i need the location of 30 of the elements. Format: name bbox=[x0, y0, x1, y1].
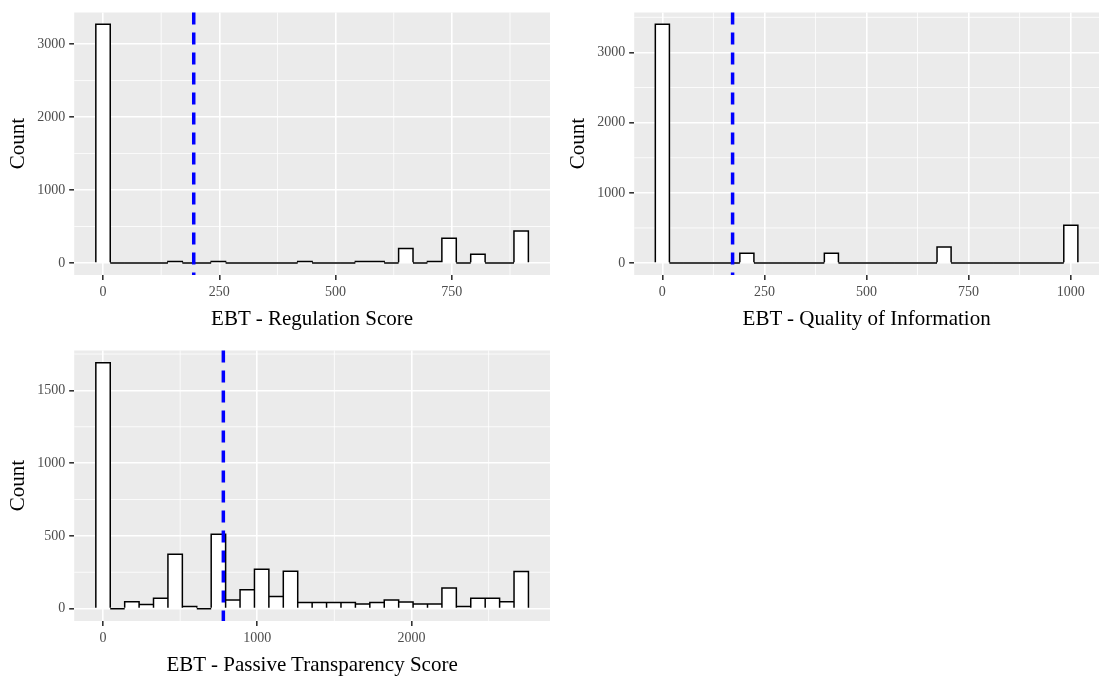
y-tick-label: 3000 bbox=[597, 44, 626, 60]
y-tick-label: 500 bbox=[44, 527, 66, 543]
y-tick-label: 1000 bbox=[597, 184, 626, 200]
x-tick-label: 1000 bbox=[1056, 284, 1085, 300]
x-tick-label: 2000 bbox=[397, 630, 426, 646]
x-tick-label: 0 bbox=[99, 284, 107, 300]
y-tick-label: 3000 bbox=[37, 35, 66, 51]
x-tick-label: 750 bbox=[958, 284, 980, 300]
y-axis-title: Count bbox=[565, 117, 590, 170]
y-axis-title: Count bbox=[5, 117, 30, 170]
y-tick-label: 0 bbox=[618, 254, 626, 270]
y-tick-label: 0 bbox=[58, 600, 66, 616]
y-axis-title: Count bbox=[5, 459, 30, 512]
y-tick-label: 2000 bbox=[597, 114, 626, 130]
x-tick-label: 500 bbox=[856, 284, 877, 300]
x-tick-label: 0 bbox=[658, 284, 666, 300]
x-axis-title: EBT - Passive Transparency Score bbox=[166, 651, 458, 676]
x-tick-label: 250 bbox=[753, 284, 775, 300]
x-tick-label: 250 bbox=[208, 284, 230, 300]
x-axis-title: EBT - Regulation Score bbox=[211, 305, 414, 330]
y-tick-label: 1500 bbox=[37, 382, 66, 398]
y-tick-label: 0 bbox=[58, 254, 66, 270]
x-tick-label: 0 bbox=[99, 630, 107, 646]
y-tick-label: 1000 bbox=[37, 454, 66, 470]
x-axis-title: EBT - Quality of Information bbox=[742, 305, 992, 330]
x-tick-label: 1000 bbox=[243, 630, 272, 646]
x-tick-label: 500 bbox=[325, 284, 347, 300]
y-tick-label: 2000 bbox=[37, 108, 66, 124]
x-tick-label: 750 bbox=[441, 284, 463, 300]
y-tick-label: 1000 bbox=[37, 181, 66, 197]
